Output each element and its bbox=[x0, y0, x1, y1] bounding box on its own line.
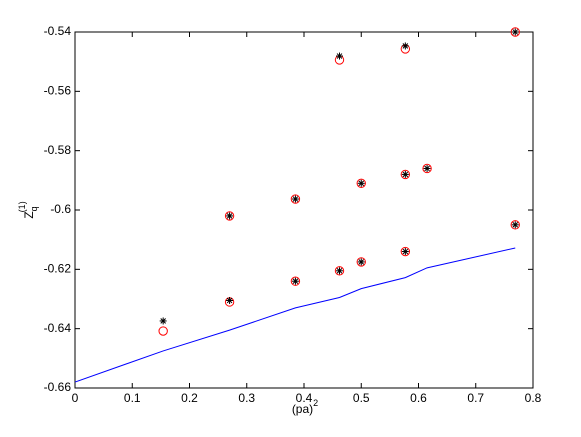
x-tick-label: 0.4 bbox=[296, 391, 313, 405]
star-marker bbox=[401, 42, 409, 50]
star-marker bbox=[423, 164, 431, 172]
y-tick-label: -0.54 bbox=[44, 24, 72, 38]
star-stroke bbox=[402, 43, 409, 49]
star-stroke bbox=[512, 29, 519, 35]
x-tick-label: 0.1 bbox=[124, 391, 141, 405]
x-tick-label: 0.6 bbox=[410, 391, 427, 405]
x-label-sup: 2 bbox=[313, 398, 318, 408]
star-stroke bbox=[336, 53, 343, 59]
star-stroke bbox=[292, 196, 299, 202]
star-marker bbox=[357, 258, 365, 266]
star-stroke bbox=[226, 297, 233, 304]
star-marker bbox=[511, 28, 519, 36]
star-marker bbox=[335, 267, 343, 275]
circle-marker bbox=[224, 211, 235, 221]
star-stroke bbox=[292, 278, 299, 285]
x-label-main: (pa) bbox=[292, 402, 313, 416]
star-stroke bbox=[402, 248, 409, 255]
x-tick-label: 0.7 bbox=[467, 391, 484, 405]
circle-marker bbox=[422, 163, 432, 174]
star-stroke bbox=[226, 213, 233, 219]
y-tick-label: -0.66 bbox=[44, 380, 72, 394]
x-tick-label: 0.8 bbox=[525, 391, 542, 405]
y-label-main: Z bbox=[22, 211, 36, 218]
x-axis-label: (pa)2 bbox=[292, 398, 318, 416]
star-marker bbox=[335, 52, 343, 60]
y-tick-label: -0.62 bbox=[44, 262, 72, 276]
star-stroke bbox=[512, 222, 519, 228]
star-stroke bbox=[358, 180, 365, 187]
y-tick-label: -0.58 bbox=[44, 143, 72, 157]
x-tick-label: 0.5 bbox=[353, 391, 370, 405]
star-marker bbox=[226, 296, 234, 304]
x-tick-label: 0 bbox=[72, 391, 79, 405]
star-marker bbox=[401, 170, 409, 178]
star-marker bbox=[291, 277, 299, 285]
plot-box bbox=[74, 31, 534, 389]
y-label-sup: (1) bbox=[17, 201, 27, 212]
circle-marker bbox=[510, 220, 520, 230]
circle-marker bbox=[356, 178, 366, 189]
star-marker bbox=[357, 179, 365, 187]
star-stroke bbox=[402, 171, 409, 178]
circle-marker bbox=[334, 266, 345, 276]
line-series bbox=[74, 247, 516, 383]
y-tick-label: -0.64 bbox=[44, 321, 72, 335]
x-tick-label: 0.3 bbox=[238, 391, 255, 405]
star-marker bbox=[291, 195, 299, 203]
star-stroke bbox=[160, 318, 166, 324]
circle-marker bbox=[510, 27, 520, 37]
circle-marker bbox=[400, 169, 411, 180]
circle-marker bbox=[400, 246, 411, 257]
circle-marker bbox=[356, 257, 366, 267]
star-stroke bbox=[358, 259, 365, 265]
circle-marker bbox=[290, 194, 301, 204]
star-marker bbox=[159, 317, 167, 325]
circle-marker bbox=[290, 276, 301, 286]
y-tick-label: -0.56 bbox=[44, 84, 72, 98]
circle-marker bbox=[158, 326, 168, 336]
star-stroke bbox=[336, 268, 343, 274]
y-tick-label: -0.6 bbox=[50, 202, 71, 216]
y-label-sub: q bbox=[29, 206, 39, 211]
star-stroke bbox=[424, 165, 430, 172]
y-axis-label: Zq(1) bbox=[17, 201, 39, 218]
star-marker bbox=[226, 212, 234, 220]
star-marker bbox=[401, 248, 409, 256]
star-marker bbox=[511, 221, 519, 229]
x-tick-label: 0.2 bbox=[181, 391, 198, 405]
